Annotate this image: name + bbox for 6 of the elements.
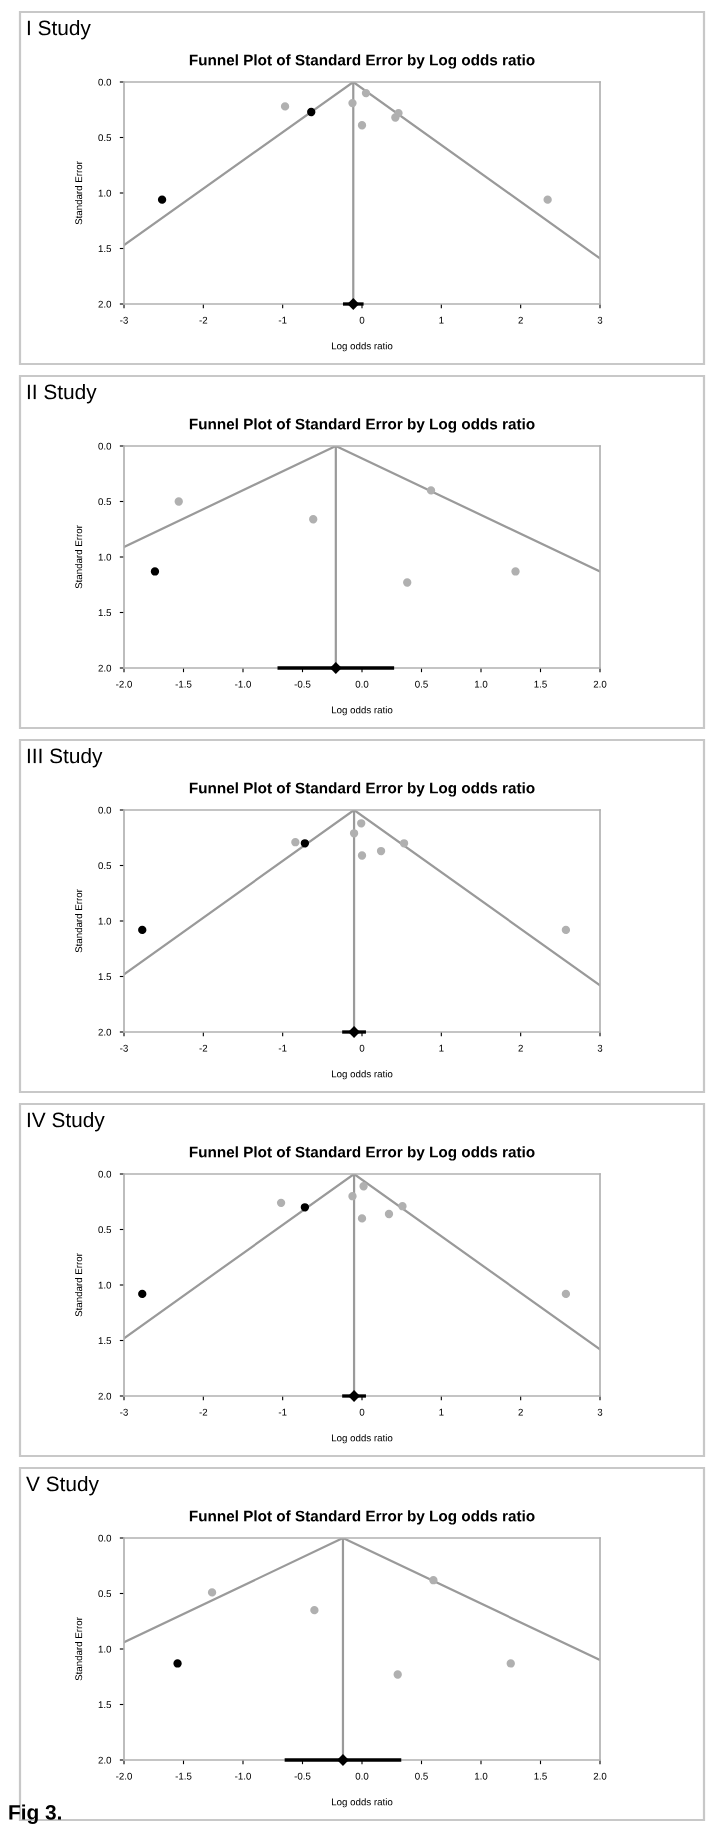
text: IV Study (27, 1112, 105, 1132)
text: II Study (27, 384, 97, 404)
text: I Study (27, 20, 91, 40)
text: V Study (26, 1476, 99, 1496)
caption: Fig 3. (9, 1804, 61, 1824)
text: III Study (27, 748, 103, 768)
